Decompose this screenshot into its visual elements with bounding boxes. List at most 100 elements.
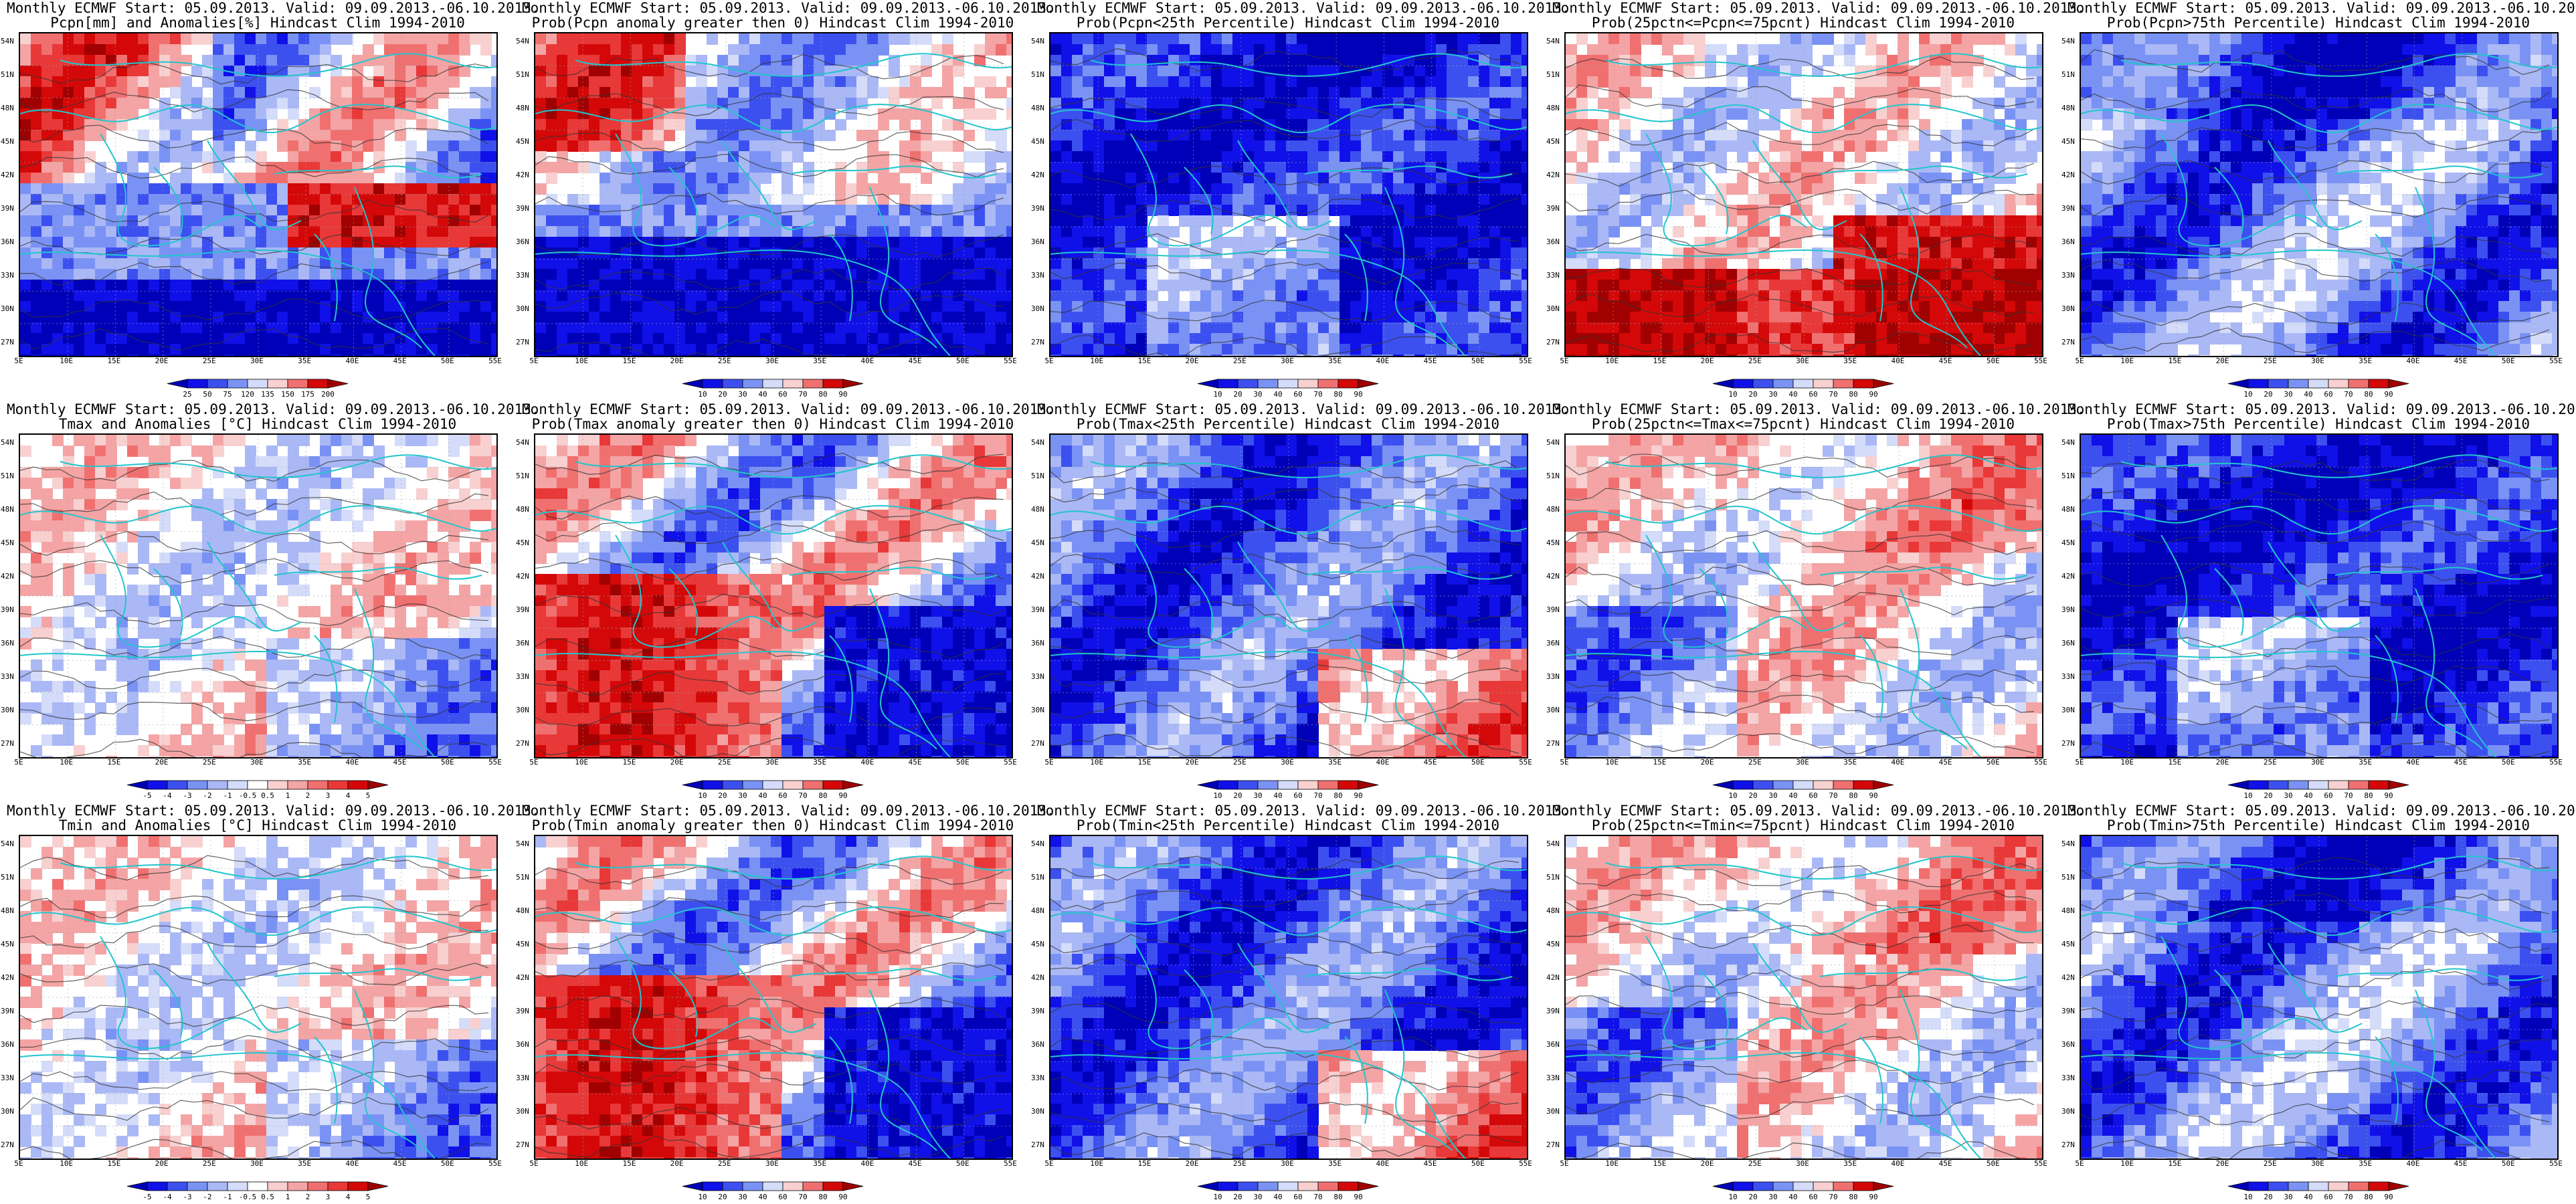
colorbar-label: 70: [1829, 390, 1838, 399]
longitude-label: 15E: [107, 1159, 121, 1168]
longitude-label: 45E: [393, 1159, 407, 1168]
longitude-label: 15E: [2168, 758, 2182, 767]
colorbar-label: -3: [183, 1193, 192, 1201]
latitude-label: 51N: [1, 70, 14, 79]
colorbar-label: 90: [2384, 390, 2393, 399]
longitude-label: 45E: [1938, 758, 1952, 767]
map-field: [1566, 836, 2042, 1159]
colorbar-label: 60: [1809, 1193, 1818, 1201]
colorbar-swatch: [1712, 780, 1734, 790]
latitude-label: 51N: [1546, 70, 1560, 79]
latitude-label: 39N: [1, 1007, 14, 1015]
latitude-label: 48N: [1031, 906, 1044, 915]
latitude-label: 39N: [2061, 605, 2075, 614]
latitude-label: 42N: [1031, 973, 1044, 982]
latitude-label: 27N: [1, 1140, 14, 1149]
colorbar-swatch: [2247, 1181, 2269, 1191]
colorbar-swatch: [227, 780, 248, 790]
colorbar-label: 20: [718, 1193, 727, 1201]
longitude-label: 20E: [2215, 357, 2229, 365]
colorbar-swatch: [1217, 379, 1238, 389]
longitude-label: 10E: [1090, 758, 1104, 767]
colorbar-swatch: [1197, 780, 1218, 790]
colorbar-swatch: [762, 780, 784, 790]
colorbar-swatch: [1297, 780, 1319, 790]
longitude-label: 5E: [1560, 357, 1569, 365]
longitude-label: 50E: [440, 758, 454, 767]
longitude-label: 15E: [107, 357, 121, 365]
longitude-label: 35E: [298, 357, 312, 365]
latitude-label: 33N: [2061, 672, 2075, 681]
forecast-map-panel: Monthly ECMWF Start: 05.09.2013. Valid: …: [1546, 401, 2086, 803]
colorbar-label: -2: [203, 791, 212, 800]
panel-subtitle: Prob(Tmax>75th Percentile) Hindcast Clim…: [2106, 416, 2531, 432]
longitude-label: 50E: [1986, 758, 2000, 767]
panel-title: Monthly ECMWF Start: 05.09.2013. Valid: …: [1552, 803, 2086, 819]
colorbar-swatch: [822, 1181, 844, 1191]
longitude-label: 25E: [1748, 758, 1762, 767]
colorbar-swatch: [207, 780, 228, 790]
longitude-label: 55E: [2034, 357, 2047, 365]
colorbar-label: 90: [1869, 791, 1878, 800]
colorbar: [682, 1181, 864, 1191]
colorbar-label: 80: [1849, 390, 1858, 399]
colorbar-label: 10: [1213, 390, 1222, 399]
colorbar-label: 40: [1273, 791, 1283, 800]
colorbar-swatch: [762, 1181, 784, 1191]
latitude-label: 45N: [516, 538, 529, 547]
colorbar-label: 40: [2304, 390, 2313, 399]
latitude-label: 42N: [1546, 973, 1560, 982]
latitude-label: 36N: [1031, 639, 1044, 647]
colorbar-label: 80: [818, 791, 828, 800]
map-field: [2081, 435, 2557, 757]
colorbar-label: -5: [143, 791, 152, 800]
colorbar-swatch: [742, 780, 763, 790]
panel-title: Monthly ECMWF Start: 05.09.2013. Valid: …: [2067, 0, 2576, 16]
colorbar-swatch: [227, 379, 248, 389]
longitude-label: 35E: [813, 1159, 827, 1168]
colorbar: [2227, 1181, 2409, 1191]
longitude-label: 10E: [1090, 357, 1104, 365]
latitude-label: 39N: [1546, 1007, 1560, 1015]
longitude-label: 50E: [1986, 357, 2000, 365]
colorbar-label: 60: [1293, 791, 1303, 800]
panel-subtitle: Prob(Tmin>75th Percentile) Hindcast Clim…: [2106, 817, 2531, 833]
colorbar-swatch: [2268, 1181, 2289, 1191]
longitude-label: 10E: [60, 357, 74, 365]
map-field: [535, 836, 1012, 1159]
colorbar-swatch: [2288, 780, 2309, 790]
colorbar: [1712, 379, 1894, 389]
colorbar-label: 2: [305, 791, 310, 800]
colorbar-label: 0.5: [261, 791, 274, 800]
latitude-label: 33N: [1031, 672, 1044, 681]
longitude-label: 10E: [575, 1159, 589, 1168]
latitude-label: 54N: [516, 438, 529, 447]
colorbar-swatch: [822, 379, 844, 389]
latitude-label: 30N: [1031, 706, 1044, 714]
latitude-label: 48N: [2061, 505, 2075, 514]
latitude-label: 42N: [1546, 572, 1560, 581]
latitude-label: 51N: [2061, 472, 2075, 480]
panel-title: Monthly ECMWF Start: 05.09.2013. Valid: …: [7, 803, 540, 819]
longitude-label: 15E: [2168, 357, 2182, 365]
longitude-label: 35E: [298, 758, 312, 767]
colorbar-swatch: [1853, 379, 1874, 389]
latitude-label: 51N: [2061, 873, 2075, 882]
colorbar-label: 0.5: [261, 1193, 274, 1201]
longitude-label: 25E: [202, 758, 216, 767]
longitude-label: 55E: [1004, 357, 1017, 365]
latitude-label: 33N: [516, 1074, 529, 1082]
panel-subtitle: Prob(Tmin anomaly greater then 0) Hindca…: [531, 817, 1014, 833]
colorbar-label: 200: [321, 390, 335, 399]
longitude-label: 15E: [1137, 357, 1152, 365]
colorbar-swatch: [327, 1181, 349, 1191]
colorbar-swatch: [247, 1181, 268, 1191]
longitude-label: 35E: [813, 758, 827, 767]
panel-title: Monthly ECMWF Start: 05.09.2013. Valid: …: [1037, 803, 1570, 819]
colorbar-swatch: [1257, 780, 1279, 790]
latitude-label: 30N: [1031, 1107, 1044, 1116]
colorbar-label: 120: [241, 390, 254, 399]
latitude-label: 30N: [1546, 304, 1560, 313]
longitude-label: 45E: [1423, 1159, 1437, 1168]
longitude-label: 20E: [1185, 1159, 1199, 1168]
